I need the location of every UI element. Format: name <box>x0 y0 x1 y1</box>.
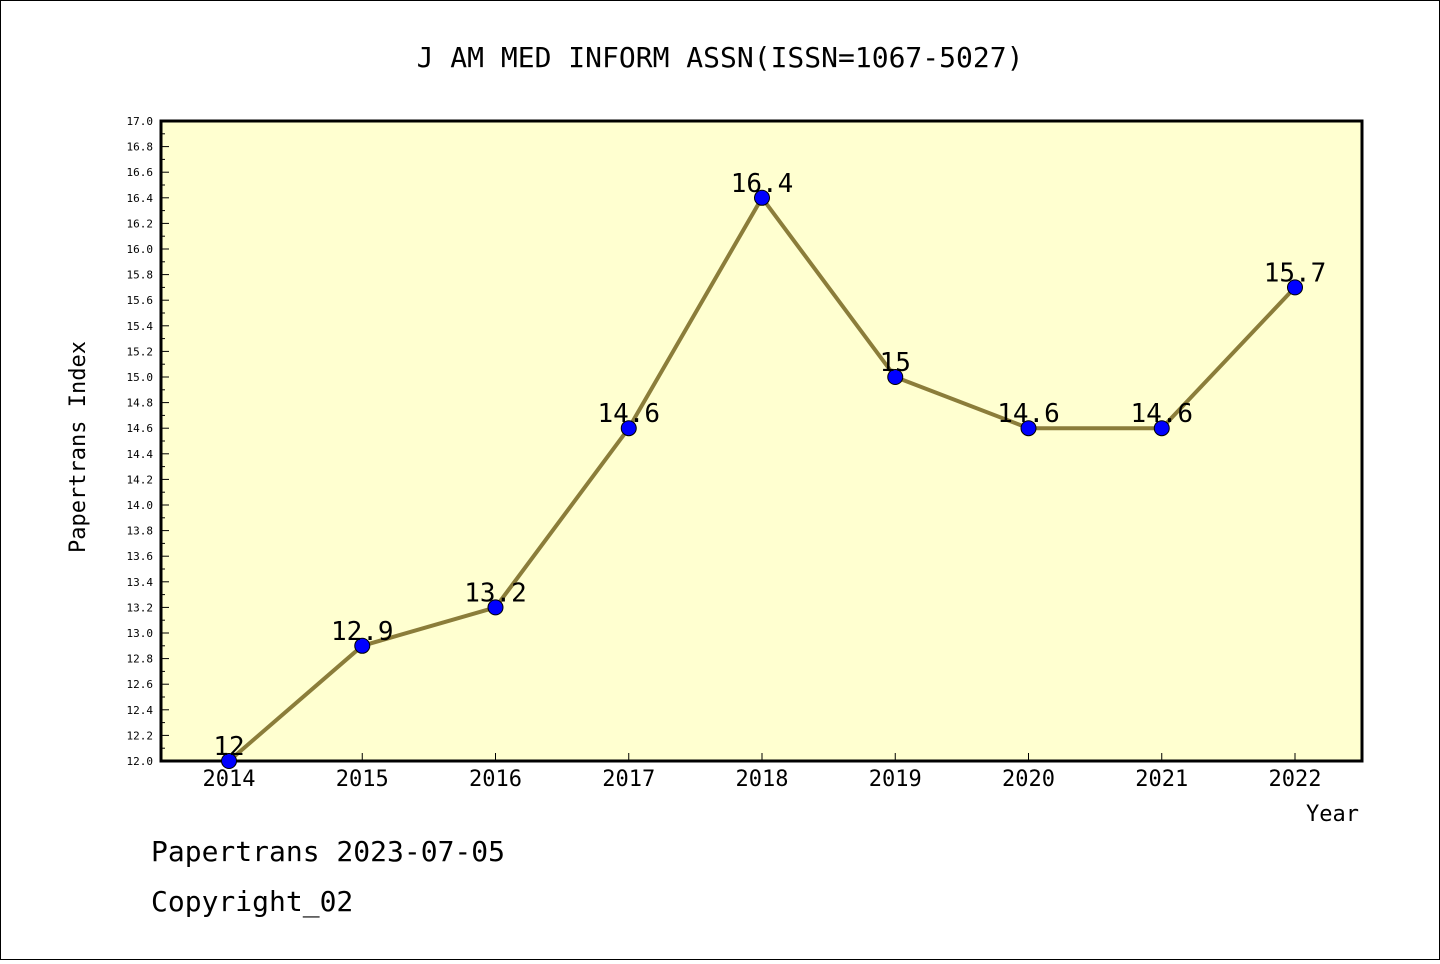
y-axis-label: Papertrans Index <box>66 341 91 553</box>
data-point <box>620 420 637 437</box>
y-tick-label: 15.6 <box>127 294 154 307</box>
y-tick-label: 15.4 <box>127 320 154 333</box>
x-tick-label: 2021 <box>1135 767 1188 792</box>
data-point <box>487 599 504 616</box>
data-point <box>754 189 770 206</box>
x-axis: 2014 2015 2016 2017 2018 2019 2020 2021 2022 <box>203 753 1322 792</box>
x-axis-label: Year <box>1306 802 1359 827</box>
x-tick-label: 2014 <box>203 767 256 792</box>
data-point <box>887 369 904 385</box>
y-tick-label: 14.8 <box>127 397 154 410</box>
data-label: 15 <box>880 348 911 378</box>
x-tick-label: 2017 <box>602 767 655 792</box>
plot-area <box>159 119 1364 763</box>
x-tick-label: 2018 <box>736 767 789 792</box>
data-label: 15.7 <box>1264 258 1327 288</box>
series-line <box>221 189 1303 769</box>
y-tick-label: 13.4 <box>127 576 154 589</box>
data-label: 12 <box>213 732 244 762</box>
y-tick-label: 15.8 <box>127 269 154 282</box>
data-point <box>354 637 371 654</box>
footer-copyright: Copyright_02 <box>151 885 354 918</box>
y-tick-label: 14.2 <box>127 473 154 486</box>
data-label: 13.2 <box>464 578 527 608</box>
data-label: 12.9 <box>331 617 394 647</box>
x-tick-label: 2015 <box>336 767 389 792</box>
data-labels: 12 12.9 13.2 14.6 16.4 15 14.6 14.6 15.7 <box>213 169 1326 762</box>
y-tick-label: 12.6 <box>127 678 154 691</box>
data-point <box>1287 279 1303 296</box>
chart-title: J AM MED INFORM ASSN(ISSN=1067-5027) <box>417 41 1024 74</box>
y-tick-label: 12.0 <box>127 755 154 768</box>
footer-date: Papertrans 2023-07-05 <box>151 835 506 868</box>
y-tick-label: 12.2 <box>127 729 154 742</box>
y-tick-label: 13.0 <box>127 627 154 640</box>
data-label: 14.6 <box>597 399 660 429</box>
y-tick-label: 16.8 <box>127 141 154 154</box>
y-tick-label: 14.0 <box>127 499 154 512</box>
y-tick-label: 15.2 <box>127 345 154 358</box>
y-tick-label: 15.0 <box>127 371 154 384</box>
y-tick-label: 12.8 <box>127 653 154 666</box>
y-tick-label: 14.4 <box>127 448 154 461</box>
x-tick-label: 2022 <box>1269 767 1322 792</box>
y-tick-label: 12.4 <box>127 704 154 717</box>
y-tick-label: 14.6 <box>127 422 154 435</box>
y-tick-label: 13.6 <box>127 550 154 563</box>
data-label: 14.6 <box>997 399 1060 429</box>
data-label: 14.6 <box>1130 399 1193 429</box>
y-tick-label: 16.0 <box>127 243 154 256</box>
x-tick-label: 2020 <box>1002 767 1055 792</box>
x-tick-label: 2016 <box>469 767 522 792</box>
y-tick-label: 16.4 <box>127 192 154 205</box>
data-label: 16.4 <box>731 169 794 199</box>
y-tick-label: 16.6 <box>127 166 154 179</box>
y-tick-label: 13.8 <box>127 525 154 538</box>
y-tick-label: 16.2 <box>127 217 154 230</box>
y-axis: 12.0 12.2 12.4 12.6 12.8 13.0 13.2 13.4 13.6 13.8… <box>127 115 169 768</box>
data-point <box>221 753 237 769</box>
x-tick-label: 2019 <box>869 767 922 792</box>
y-tick-label: 13.2 <box>127 601 154 614</box>
y-tick-label: 17.0 <box>127 115 154 128</box>
data-point <box>1020 420 1037 437</box>
data-point <box>1153 420 1170 437</box>
